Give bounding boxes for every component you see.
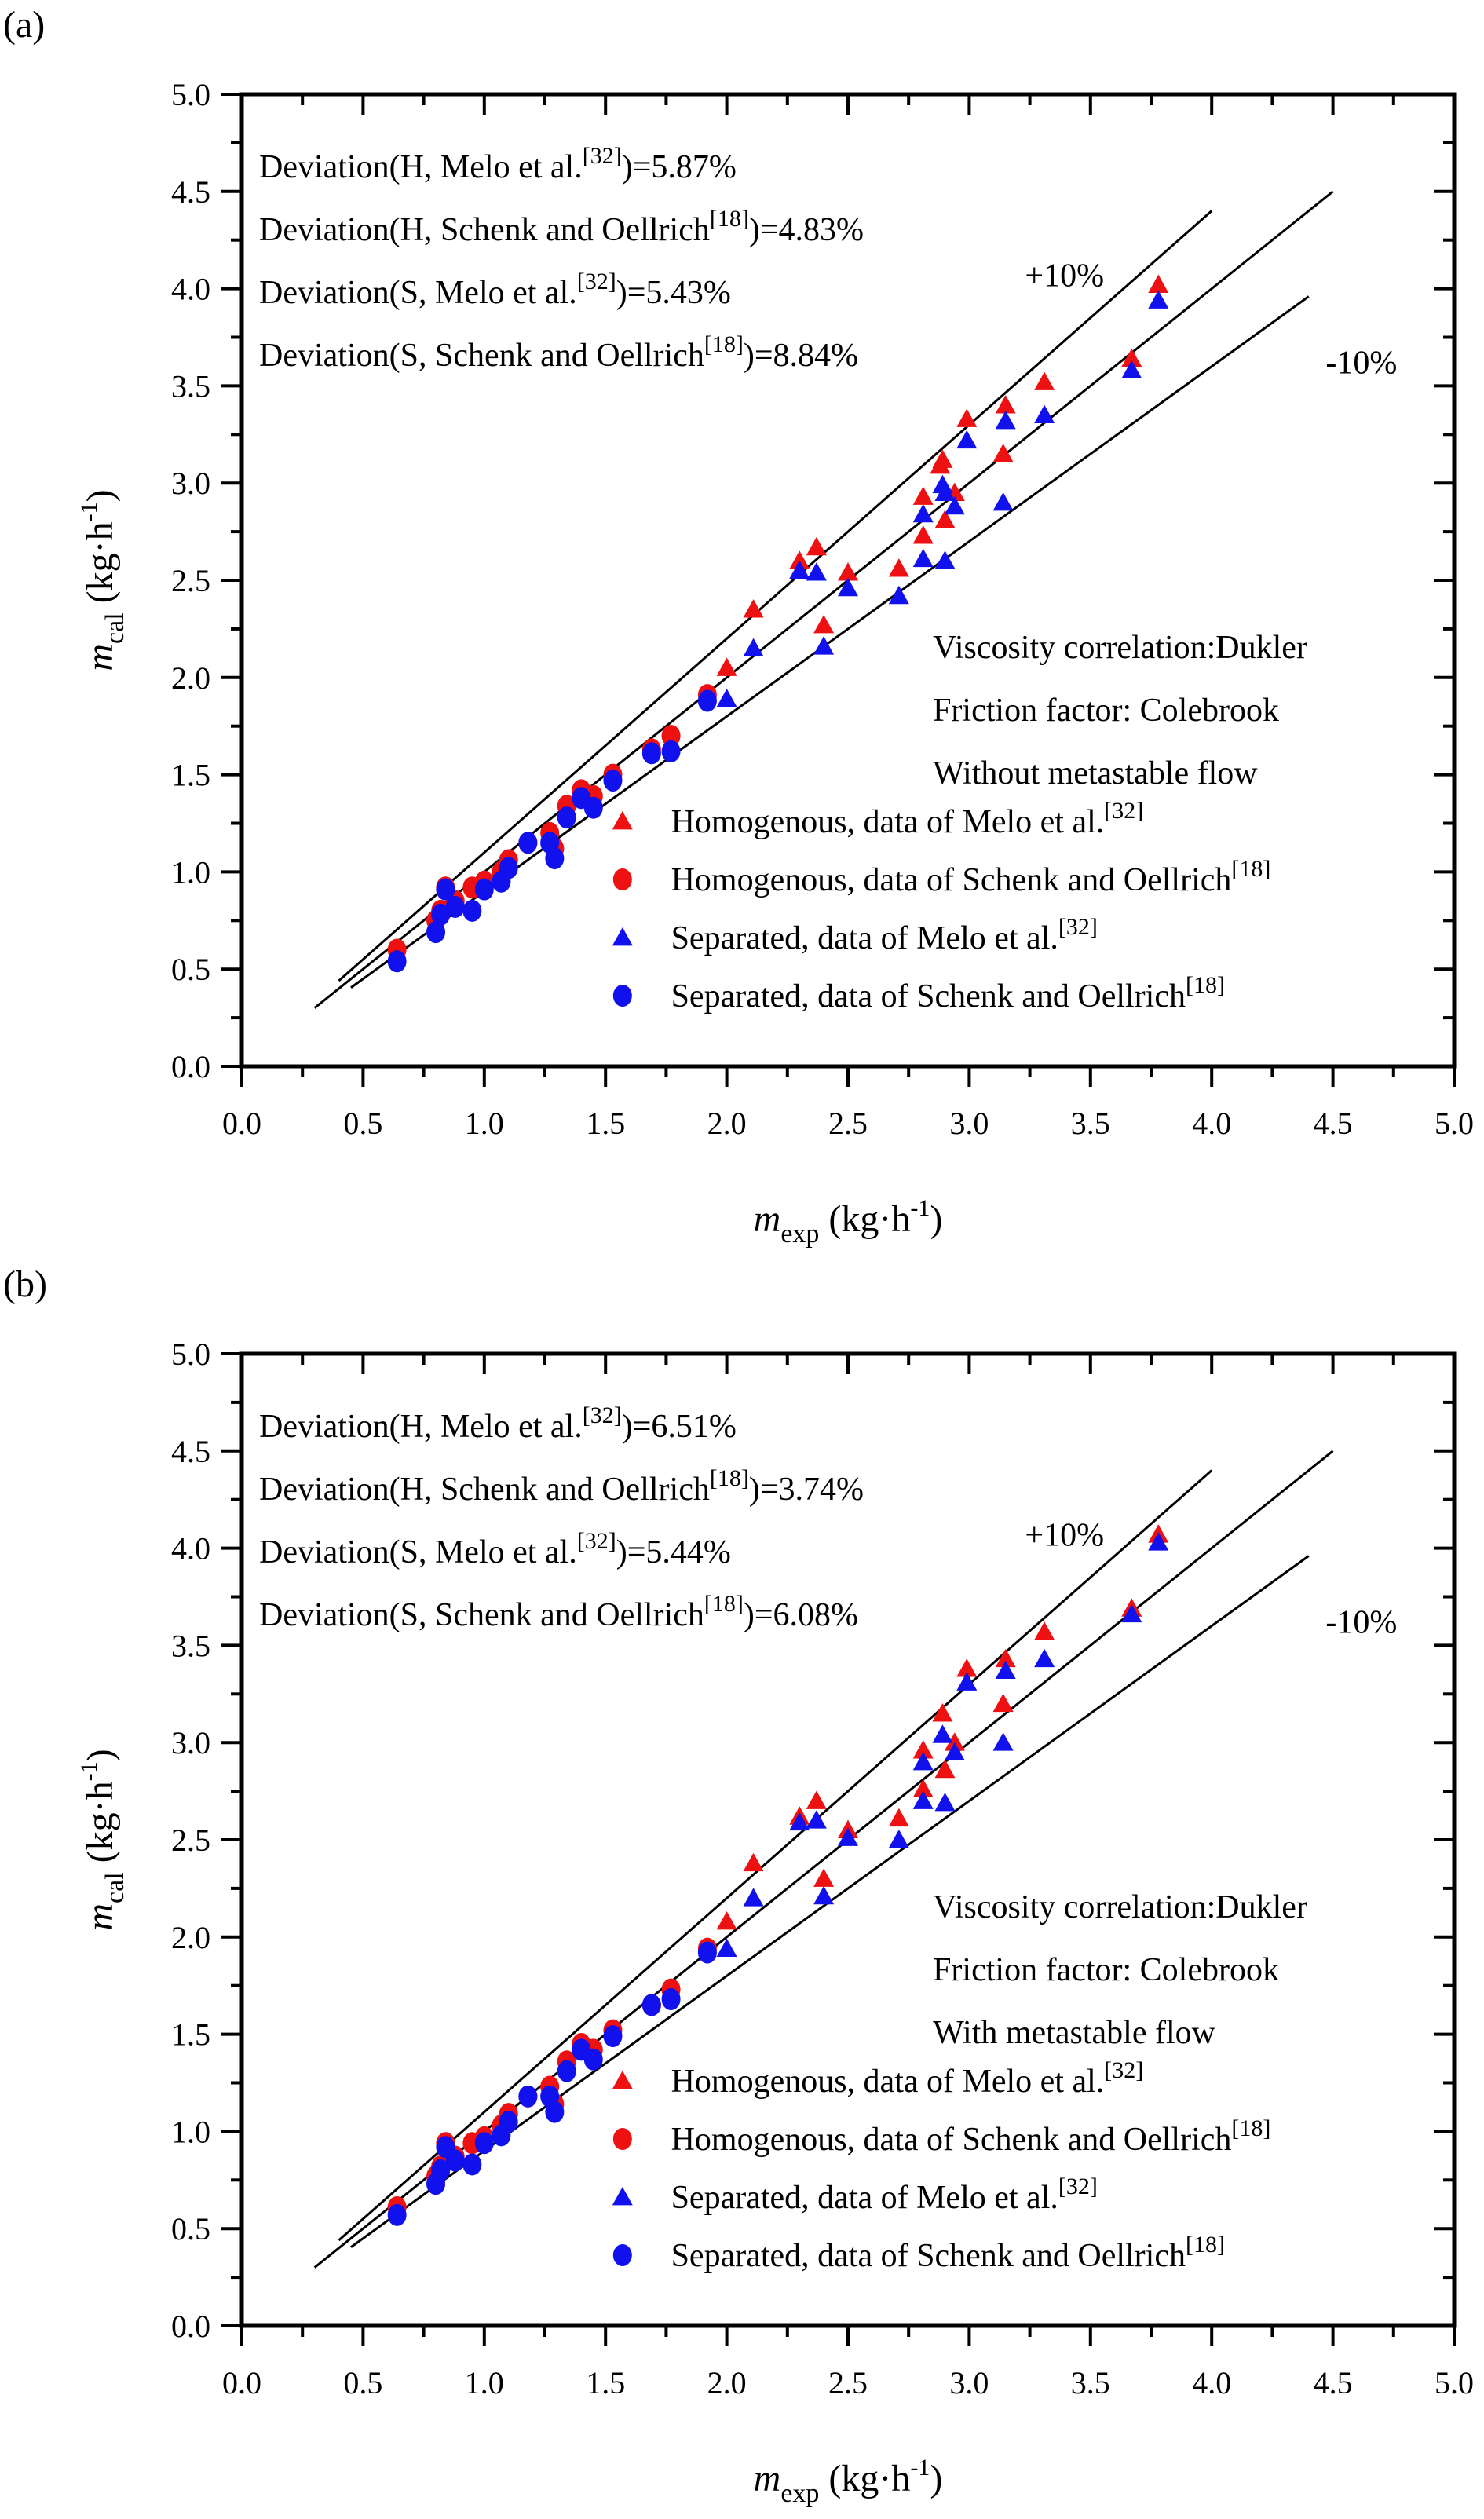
- reference-line: [338, 210, 1213, 982]
- y-tick-label: 4.5: [171, 1434, 210, 1469]
- x-tick-label: 0.0: [222, 1106, 261, 1141]
- chart-panel-b: (b) 0.0 0.5 1.0 1.5 2.0 2.5 3.0 3.5 4.0 4.5 5.0 0.0…: [0, 1260, 1484, 2519]
- deviation-annotation: Deviation(H, Melo et al.[32])=5.87%: [259, 143, 737, 185]
- x-tick-label: 5.0: [1435, 1106, 1474, 1141]
- legend-item: Homogenous, data of Melo et al.[32]: [612, 798, 1143, 840]
- x-tick-label: 3.5: [1071, 2365, 1110, 2400]
- deviation-annotation: Deviation(H, Melo et al.[32])=6.51%: [259, 1402, 737, 1445]
- deviation-annotation: Deviation(H, Schenk and Oellrich[18])=4.…: [259, 206, 864, 248]
- data-series: [387, 689, 717, 973]
- x-tick-label: 3.5: [1071, 1106, 1110, 1141]
- y-tick-label: 2.0: [171, 1920, 210, 1955]
- x-tick-label: 2.0: [707, 1106, 747, 1141]
- svg-text:Separated, data of Melo et al.: Separated, data of Melo et al.[32]: [671, 2174, 1098, 2216]
- x-tick-label: 5.0: [1435, 2365, 1474, 2400]
- panel-label: (a): [3, 4, 46, 46]
- x-tick-label: 4.0: [1192, 2365, 1231, 2400]
- condition-text: Friction factor: Colebrook: [933, 693, 1279, 729]
- data-series: [387, 1941, 717, 2226]
- y-tick-label: 5.0: [171, 77, 210, 112]
- x-tick-label: 3.0: [949, 1106, 989, 1141]
- svg-text:Homogenous, data of Melo et al: Homogenous, data of Melo et al.[32]: [671, 798, 1144, 840]
- deviation-annotation: Deviation(S, Schenk and Oellrich[18])=6.…: [259, 1591, 858, 1633]
- y-tick-label: 0.0: [171, 1049, 210, 1084]
- x-tick-label: 1.0: [465, 2365, 504, 2400]
- minus10-label: -10%: [1325, 1605, 1397, 1641]
- y-tick-label: 1.0: [171, 854, 210, 890]
- x-tick-label: 3.0: [949, 2365, 989, 2400]
- condition-text: Friction factor: Colebrook: [933, 1952, 1279, 1988]
- deviation-annotation: Deviation(S, Melo et al.[32])=5.44%: [259, 1528, 731, 1570]
- chart-panel-a: (a) 0.0 0.5 1.0 1.5 2.0 2.5 3.0 3.5 4.0 4.5 5.0 0.0…: [3, 4, 1474, 1249]
- svg-text:Homogenous, data of Schenk and: Homogenous, data of Schenk and Oellrich[…: [671, 2115, 1271, 2158]
- x-tick-label: 0.0: [222, 2365, 261, 2400]
- y-tick-label: 3.5: [171, 368, 210, 404]
- condition-text: With metastable flow: [933, 2015, 1216, 2051]
- x-tick-label: 1.0: [465, 1106, 504, 1141]
- y-tick-label: 0.0: [171, 2309, 210, 2344]
- condition-text: Without metastable flow: [933, 755, 1258, 792]
- scatter-plot: 0.0 0.5 1.0 1.5 2.0 2.5 3.0 3.5 4.0 4.5 5.0 0.0 0.5 1…: [76, 77, 1474, 1249]
- x-tick-label: 0.5: [343, 2365, 382, 2400]
- condition-text: Viscosity correlation:Dukler: [933, 630, 1307, 666]
- deviation-annotation: Deviation(S, Melo et al.[32])=5.43%: [259, 269, 731, 311]
- y-tick-label: 0.5: [171, 952, 210, 987]
- plus10-label: +10%: [1025, 258, 1104, 294]
- x-tick-label: 4.5: [1314, 2365, 1353, 2400]
- y-tick-label: 1.5: [171, 2017, 210, 2053]
- scatter-plot: 0.0 0.5 1.0 1.5 2.0 2.5 3.0 3.5 4.0 4.5 5.0 0.0 0.5 1…: [76, 1336, 1474, 2508]
- x-tick-label: 0.5: [343, 1106, 382, 1141]
- y-tick-label: 2.0: [171, 660, 210, 696]
- legend-item: Separated, data of Melo et al.[32]: [612, 914, 1098, 956]
- y-tick-label: 1.0: [171, 2114, 210, 2149]
- x-tick-label: 4.5: [1314, 1106, 1353, 1141]
- y-tick-label: 3.0: [171, 1725, 210, 1760]
- y-axis-title: mcal (kg·h-1): [76, 489, 130, 671]
- legend-item: Homogenous, data of Schenk and Oellrich[…: [612, 856, 1271, 898]
- y-tick-label: 3.5: [171, 1628, 210, 1663]
- legend-item: Separated, data of Schenk and Oellrich[1…: [612, 972, 1225, 1015]
- y-tick-label: 1.5: [171, 758, 210, 793]
- x-axis-title: mexp (kg·h-1): [754, 1195, 943, 1249]
- data-series: [716, 274, 1169, 676]
- y-tick-label: 4.0: [171, 272, 210, 307]
- x-tick-label: 4.0: [1192, 1106, 1231, 1141]
- svg-text:Separated, data of Schenk and: Separated, data of Schenk and Oellrich[1…: [671, 2232, 1225, 2274]
- x-tick-label: 2.5: [828, 1106, 868, 1141]
- data-series: [716, 290, 1169, 707]
- y-tick-label: 3.0: [171, 466, 210, 501]
- y-tick-label: 4.5: [171, 174, 210, 210]
- x-tick-label: 1.5: [586, 1106, 625, 1141]
- reference-line: [338, 1469, 1213, 2242]
- svg-text:Separated, data of Schenk and: Separated, data of Schenk and Oellrich[1…: [671, 972, 1225, 1015]
- y-tick-label: 0.5: [171, 2211, 210, 2247]
- x-tick-label: 1.5: [586, 2365, 625, 2400]
- x-tick-label: 2.0: [707, 2365, 747, 2400]
- condition-text: Viscosity correlation:Dukler: [933, 1889, 1307, 1925]
- x-axis-title: mexp (kg·h-1): [754, 2455, 943, 2508]
- y-axis-title: mcal (kg·h-1): [76, 1749, 130, 1930]
- y-tick-label: 2.5: [171, 563, 210, 598]
- plus10-label: +10%: [1025, 1517, 1104, 1553]
- x-tick-label: 2.5: [828, 2365, 868, 2400]
- data-series: [716, 1532, 1169, 1958]
- svg-text:Separated, data of Melo et al.: Separated, data of Melo et al.[32]: [671, 914, 1098, 956]
- y-tick-label: 4.0: [171, 1531, 210, 1567]
- legend-item: Homogenous, data of Melo et al.[32]: [612, 2057, 1143, 2100]
- panel-label: (b): [3, 1263, 47, 1305]
- legend-item: Separated, data of Melo et al.[32]: [612, 2174, 1098, 2216]
- minus10-label: -10%: [1325, 345, 1397, 382]
- y-tick-label: 5.0: [171, 1336, 210, 1372]
- svg-text:Homogenous, data of Schenk and: Homogenous, data of Schenk and Oellrich[…: [671, 856, 1271, 898]
- y-tick-label: 2.5: [171, 1823, 210, 1858]
- legend-item: Homogenous, data of Schenk and Oellrich[…: [612, 2115, 1271, 2158]
- legend-item: Separated, data of Schenk and Oellrich[1…: [612, 2232, 1225, 2274]
- svg-text:Homogenous, data of Melo et al: Homogenous, data of Melo et al.[32]: [671, 2057, 1144, 2100]
- deviation-annotation: Deviation(H, Schenk and Oellrich[18])=3.…: [259, 1465, 864, 1508]
- deviation-annotation: Deviation(S, Schenk and Oellrich[18])=8.…: [259, 331, 858, 374]
